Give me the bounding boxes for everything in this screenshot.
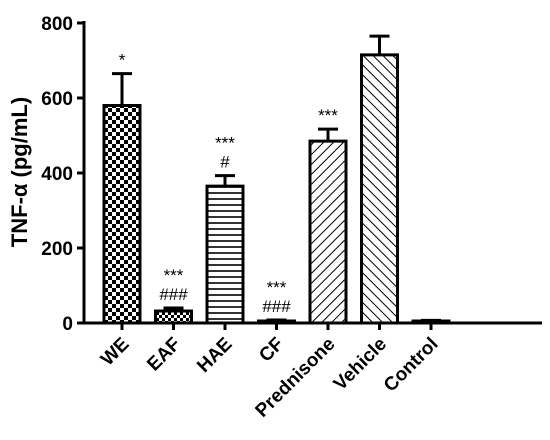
- x-tick-label-hae: HAE: [193, 334, 236, 377]
- significance-label: ***: [164, 266, 184, 285]
- x-tick-label-control: Control: [380, 334, 443, 397]
- x-tick-label-we: WE: [97, 334, 133, 370]
- significance-label: ***: [267, 278, 287, 297]
- significance-annotations: ****###***#***###***: [119, 51, 339, 316]
- x-tick-label-cf: CF: [255, 334, 288, 367]
- bar-eaf: [154, 309, 193, 325]
- significance-label: *: [119, 51, 126, 70]
- y-ticks: 0 200 400 600 800: [41, 14, 84, 335]
- significance-label: ***: [318, 106, 338, 125]
- significance-label: ###: [262, 297, 291, 316]
- y-tick-label: 200: [41, 239, 73, 260]
- y-tick-label: 800: [41, 14, 73, 35]
- bar-prednisone: [308, 139, 348, 325]
- significance-label: #: [220, 153, 230, 172]
- y-tick-label: 0: [62, 314, 73, 335]
- bar-we: [102, 104, 142, 325]
- bar-hae: [205, 184, 245, 325]
- bar-vehicle: [360, 53, 399, 325]
- significance-label: ***: [215, 134, 235, 153]
- y-tick-label: 400: [41, 164, 73, 185]
- y-axis-label-group: TNF-α (pg/mL): [7, 97, 32, 247]
- bars: [102, 53, 451, 325]
- significance-label: ###: [159, 285, 188, 304]
- x-tick-label-eaf: EAF: [143, 334, 185, 376]
- y-axis-label: TNF-α (pg/mL): [7, 97, 32, 247]
- y-tick-label: 600: [41, 89, 73, 110]
- error-bars: [112, 34, 441, 322]
- x-tick-label-vehicle: Vehicle: [330, 334, 391, 395]
